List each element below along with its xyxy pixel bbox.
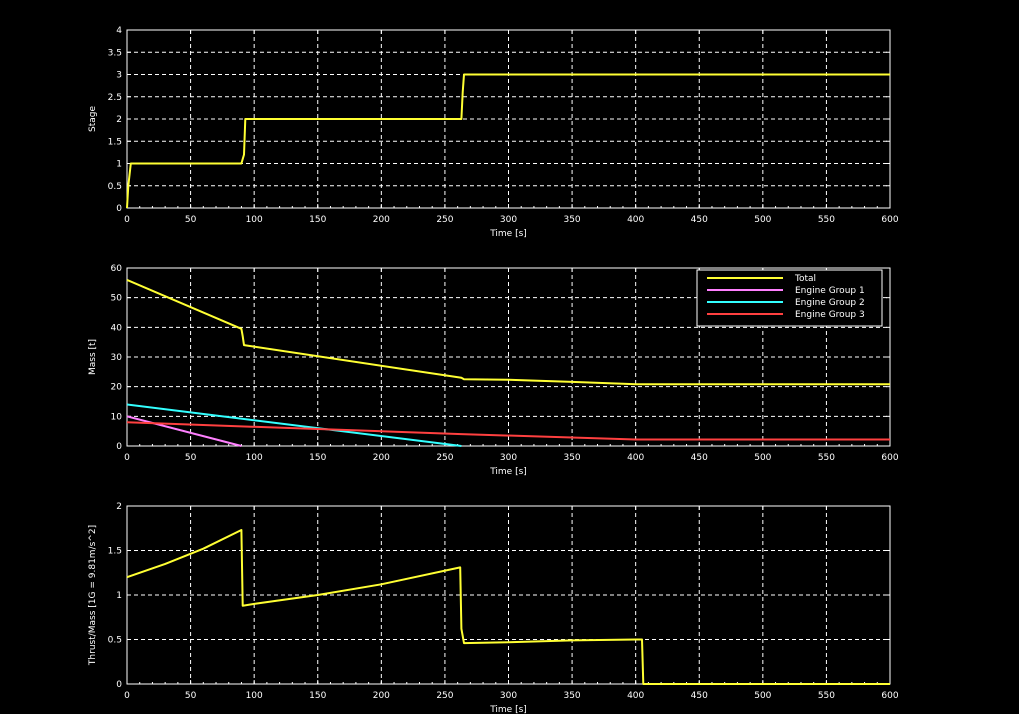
- y-tick-label: 2: [116, 502, 122, 512]
- y-tick-label: 2: [116, 115, 122, 125]
- x-tick-label: 300: [500, 691, 517, 701]
- x-tick-label: 50: [185, 453, 197, 463]
- x-axis-label: Time [s]: [489, 705, 527, 714]
- y-axis-label: Mass [t]: [88, 339, 98, 375]
- x-tick-label: 550: [818, 691, 835, 701]
- x-tick-label: 250: [436, 215, 453, 225]
- x-tick-label: 550: [818, 215, 835, 225]
- y-tick-label: 1: [116, 591, 122, 601]
- y-tick-label: 2.5: [108, 93, 122, 103]
- legend-entry: Engine Group 3: [795, 310, 865, 320]
- x-tick-label: 250: [436, 691, 453, 701]
- x-tick-label: 400: [627, 453, 644, 463]
- x-tick-label: 450: [691, 691, 708, 701]
- x-tick-label: 500: [754, 453, 771, 463]
- y-tick-label: 40: [111, 323, 123, 333]
- x-tick-label: 100: [246, 215, 263, 225]
- y-tick-label: 0: [116, 204, 122, 214]
- y-axis-label: Thrust/Mass [1G = 9.81m/s^2]: [88, 525, 98, 666]
- x-tick-label: 550: [818, 453, 835, 463]
- x-tick-label: 350: [563, 215, 580, 225]
- y-tick-label: 0.5: [108, 636, 122, 646]
- series-line-engine-group-2: [126, 403, 462, 447]
- y-tick-label: 0: [116, 442, 122, 452]
- chart-panel-3: 0 50 100 150 200 250 300 350 400 450 500 550 600 0 0.5…: [88, 502, 899, 714]
- y-axis-label: Stage: [88, 106, 98, 132]
- x-tick-label: 200: [373, 691, 390, 701]
- y-tick-label: 1.5: [108, 137, 122, 147]
- series-line-engine-group-1: [126, 415, 242, 447]
- x-tick-label: 600: [881, 453, 898, 463]
- x-tick-label: 300: [500, 453, 517, 463]
- chart-panel-2: 0 50 100 150 200 250 300 350 400 450 500 550 600 0 10 2…: [88, 264, 899, 477]
- y-tick-label: 10: [111, 412, 123, 422]
- y-tick-label: 30: [111, 353, 123, 363]
- y-tick-label: 50: [111, 294, 123, 304]
- x-tick-label: 200: [373, 215, 390, 225]
- x-tick-label: 150: [309, 215, 326, 225]
- x-tick-label: 350: [563, 691, 580, 701]
- x-tick-label: 450: [691, 453, 708, 463]
- x-tick-label: 500: [754, 215, 771, 225]
- x-axis-label: Time [s]: [489, 229, 527, 239]
- x-tick-label: 500: [754, 691, 771, 701]
- series-line-total: [126, 278, 890, 386]
- y-tick-label: 4: [116, 26, 122, 36]
- y-tick-label: 20: [111, 383, 123, 393]
- x-tick-label: 150: [309, 691, 326, 701]
- x-tick-label: 350: [563, 453, 580, 463]
- y-tick-label: 60: [111, 264, 123, 274]
- x-tick-label: 400: [627, 691, 644, 701]
- x-tick-label: 600: [881, 691, 898, 701]
- y-tick-label: 0.5: [108, 182, 122, 192]
- x-tick-label: 0: [124, 215, 130, 225]
- y-tick-label: 0: [116, 680, 122, 690]
- series-line-1: [126, 529, 890, 685]
- x-tick-label: 0: [124, 453, 130, 463]
- legend-entry: Total: [794, 274, 816, 284]
- x-tick-label: 300: [500, 215, 517, 225]
- legend-box: [696, 269, 883, 327]
- x-axis-label: Time [s]: [489, 467, 527, 477]
- y-tick-label: 3: [116, 71, 122, 81]
- x-tick-label: 50: [185, 691, 197, 701]
- series-line-1: [126, 73, 890, 209]
- y-tick-label: 1: [116, 160, 122, 170]
- series-line-engine-group-3: [126, 421, 890, 441]
- y-tick-label: 3.5: [108, 48, 122, 58]
- x-tick-label: 400: [627, 215, 644, 225]
- x-tick-label: 250: [436, 453, 453, 463]
- x-tick-label: 100: [246, 453, 263, 463]
- x-tick-label: 100: [246, 691, 263, 701]
- legend-entry: Engine Group 2: [795, 298, 865, 308]
- x-tick-label: 150: [309, 453, 326, 463]
- legend-entry: Engine Group 1: [795, 286, 865, 296]
- y-tick-label: 1.5: [108, 547, 122, 557]
- chart-panel-1: 0 50 100 150 200 250 300 350 400 450 500 550 600 0 0.5…: [88, 26, 899, 239]
- x-tick-label: 0: [124, 691, 130, 701]
- x-tick-label: 600: [881, 215, 898, 225]
- x-tick-label: 450: [691, 215, 708, 225]
- x-tick-label: 50: [185, 215, 197, 225]
- x-tick-label: 200: [373, 453, 390, 463]
